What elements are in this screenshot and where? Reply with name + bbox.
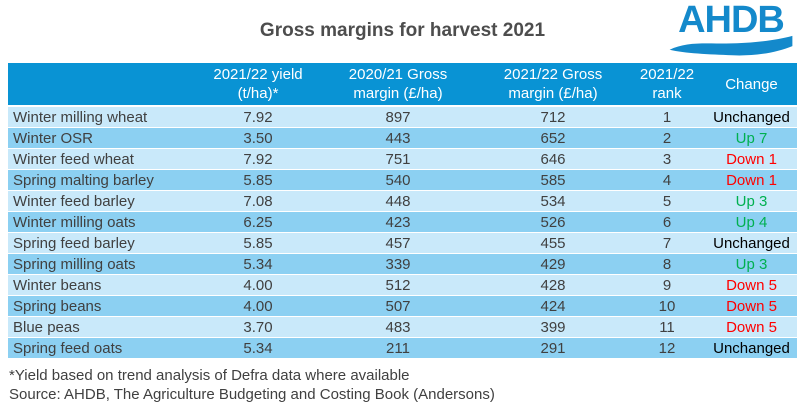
rank-cell: 6 [628, 211, 706, 233]
rank-cell: 8 [628, 253, 706, 275]
rank-cell: 4 [628, 169, 706, 191]
gm2021-cell: 429 [478, 253, 628, 275]
crop-name-cell: Winter milling oats [8, 211, 198, 233]
yield-cell: 7.08 [198, 190, 318, 212]
gm2020-cell: 339 [318, 253, 478, 275]
yield-cell: 7.92 [198, 106, 318, 128]
table-row: Spring beans 4.00 507 424 10 Down 5 [8, 295, 797, 317]
header-rank: 2021/22 rank [628, 63, 706, 107]
yield-cell: 4.00 [198, 274, 318, 296]
gm2021-cell: 646 [478, 148, 628, 170]
crop-name-cell: Winter milling wheat [8, 106, 198, 128]
change-cell: Up 3 [706, 190, 797, 212]
gm2021-cell: 428 [478, 274, 628, 296]
gm2020-cell: 423 [318, 211, 478, 233]
table-row: Spring malting barley 5.85 540 585 4 Down 1 [8, 169, 797, 191]
rank-cell: 11 [628, 316, 706, 338]
gm2020-cell: 512 [318, 274, 478, 296]
table-row: Winter OSR 3.50 443 652 2 Up 7 [8, 127, 797, 149]
change-cell: Down 5 [706, 274, 797, 296]
table-row: Blue peas 3.70 483 399 11 Down 5 [8, 316, 797, 338]
ahdb-wave-icon [669, 35, 793, 56]
yield-cell: 5.34 [198, 253, 318, 275]
ahdb-logo: AHDB [663, 0, 799, 59]
header-gm-2020: 2020/21 Gross margin (£/ha) [318, 63, 478, 107]
gm2020-cell: 897 [318, 106, 478, 128]
gm2020-cell: 211 [318, 337, 478, 359]
change-cell: Unchanged [706, 106, 797, 128]
change-cell: Unchanged [706, 232, 797, 254]
crop-name-cell: Blue peas [8, 316, 198, 338]
ahdb-logo-text: AHDB [678, 0, 785, 41]
gm2020-cell: 443 [318, 127, 478, 149]
rank-cell: 2 [628, 127, 706, 149]
crop-name-cell: Spring feed oats [8, 337, 198, 359]
crop-name-cell: Winter feed barley [8, 190, 198, 212]
change-cell: Down 5 [706, 295, 797, 317]
table-row: Spring feed oats 5.34 211 291 12 Unchanged [8, 337, 797, 359]
gm2021-cell: 534 [478, 190, 628, 212]
gm2020-cell: 457 [318, 232, 478, 254]
rank-cell: 12 [628, 337, 706, 359]
gm2020-cell: 483 [318, 316, 478, 338]
table-row: Winter feed wheat 7.92 751 646 3 Down 1 [8, 148, 797, 170]
rank-cell: 7 [628, 232, 706, 254]
rank-cell: 10 [628, 295, 706, 317]
yield-cell: 7.92 [198, 148, 318, 170]
change-cell: Up 4 [706, 211, 797, 233]
table-row: Spring feed barley 5.85 457 455 7 Unchanged [8, 232, 797, 254]
gm2021-cell: 652 [478, 127, 628, 149]
yield-cell: 4.00 [198, 295, 318, 317]
table-row: Winter beans 4.00 512 428 9 Down 5 [8, 274, 797, 296]
gm2021-cell: 455 [478, 232, 628, 254]
table-row: Winter milling wheat 7.92 897 712 1 Unchanged [8, 106, 797, 128]
table-row: Spring milling oats 5.34 339 429 8 Up 3 [8, 253, 797, 275]
gm2021-cell: 712 [478, 106, 628, 128]
gm2021-cell: 526 [478, 211, 628, 233]
yield-cell: 3.70 [198, 316, 318, 338]
yield-cell: 3.50 [198, 127, 318, 149]
gm2020-cell: 507 [318, 295, 478, 317]
yield-cell: 5.85 [198, 169, 318, 191]
yield-cell: 5.85 [198, 232, 318, 254]
rank-cell: 9 [628, 274, 706, 296]
gross-margins-table: 2021/22 yield (t/ha)* 2020/21 Gross margin… [8, 63, 797, 359]
crop-name-cell: Winter beans [8, 274, 198, 296]
crop-name-cell: Winter feed wheat [8, 148, 198, 170]
page-title: Gross margins for harvest 2021 [259, 20, 546, 41]
header-row: 2021/22 yield (t/ha)* 2020/21 Gross margin… [8, 63, 797, 107]
gm2021-cell: 424 [478, 295, 628, 317]
gm2021-cell: 585 [478, 169, 628, 191]
crop-name-cell: Spring feed barley [8, 232, 198, 254]
change-cell: Up 7 [706, 127, 797, 149]
gm2021-cell: 291 [478, 337, 628, 359]
rank-cell: 3 [628, 148, 706, 170]
yield-cell: 5.34 [198, 337, 318, 359]
crop-name-cell: Spring milling oats [8, 253, 198, 275]
footnotes: *Yield based on trend analysis of Defra … [9, 366, 495, 404]
header-change: Change [706, 63, 797, 107]
rank-cell: 1 [628, 106, 706, 128]
header-yield: 2021/22 yield (t/ha)* [198, 63, 318, 107]
change-cell: Down 1 [706, 148, 797, 170]
gm2020-cell: 540 [318, 169, 478, 191]
rank-cell: 5 [628, 190, 706, 212]
change-cell: Up 3 [706, 253, 797, 275]
gm2020-cell: 448 [318, 190, 478, 212]
footnote-yield: *Yield based on trend analysis of Defra … [9, 367, 410, 384]
footnote-source: Source: AHDB, The Agriculture Budgeting … [9, 386, 495, 403]
crop-name-cell: Winter OSR [8, 127, 198, 149]
table-row: Winter milling oats 6.25 423 526 6 Up 4 [8, 211, 797, 233]
header-crop-blank [8, 63, 198, 107]
gm2020-cell: 751 [318, 148, 478, 170]
change-cell: Unchanged [706, 337, 797, 359]
yield-cell: 6.25 [198, 211, 318, 233]
table-row: Winter feed barley 7.08 448 534 5 Up 3 [8, 190, 797, 212]
change-cell: Down 1 [706, 169, 797, 191]
gm2021-cell: 399 [478, 316, 628, 338]
header-gm-2021: 2021/22 Gross margin (£/ha) [478, 63, 628, 107]
change-cell: Down 5 [706, 316, 797, 338]
crop-name-cell: Spring beans [8, 295, 198, 317]
crop-name-cell: Spring malting barley [8, 169, 198, 191]
